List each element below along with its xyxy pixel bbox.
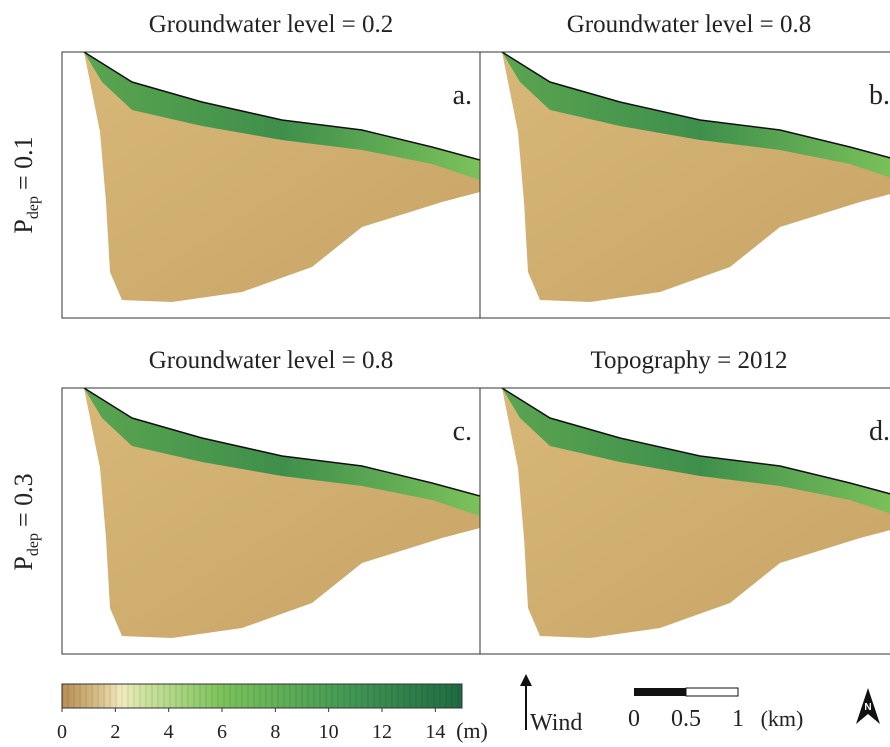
colorbar-tick-label: 14 — [425, 721, 445, 743]
colorbar-tick-label: 2 — [110, 721, 120, 743]
colorbar-tick-label: 6 — [217, 721, 227, 743]
scale-bar-white — [686, 688, 738, 696]
map-panel: d. — [480, 388, 890, 654]
row-value: = 0.3 — [9, 473, 38, 527]
colorbar-tick-label: 0 — [57, 721, 67, 743]
colorbar-unit: (m) — [456, 718, 488, 743]
panel-title: Groundwater level = 0.2 — [149, 11, 394, 38]
figure: a. Groundwater level = 0.2 b. Groundwater l… — [0, 0, 890, 747]
north-label: N — [864, 702, 871, 713]
panel-letter: b. — [869, 80, 890, 111]
map-panel: a. — [62, 52, 480, 318]
scale-bar-unit: (km) — [761, 706, 804, 731]
row-symbol: P — [9, 219, 38, 233]
wind-label: Wind — [530, 710, 582, 736]
panel-title: Groundwater level = 0.8 — [567, 11, 812, 38]
panel-letter: c. — [453, 416, 472, 447]
wind-arrow-head — [520, 674, 532, 686]
scale-bar-label: 0.5 — [671, 706, 701, 732]
row-symbol: P — [9, 556, 38, 570]
scale-bar-black — [634, 688, 686, 696]
row-value: = 0.1 — [9, 136, 38, 190]
map-panel: c. — [62, 388, 480, 654]
colorbar-tick-label: 10 — [319, 721, 339, 743]
colorbar-tick-label: 4 — [164, 721, 174, 743]
row-subscript: dep — [25, 533, 42, 556]
map-content — [502, 388, 890, 638]
map-content — [502, 52, 890, 302]
row-label: Pdep = 0.1 — [9, 136, 42, 233]
row-label: Pdep = 0.3 — [9, 473, 42, 570]
colorbar-tick-label: 12 — [372, 721, 392, 743]
map-panel: b. — [480, 52, 890, 318]
scale-bar-label: 1 — [732, 706, 744, 732]
panel-letter: a. — [453, 80, 472, 111]
panel-letter: d. — [869, 416, 890, 447]
colorbar-tick-label: 8 — [270, 721, 280, 743]
map-content — [84, 52, 480, 302]
scale-bar-label: 0 — [628, 706, 640, 732]
row-subscript: dep — [25, 196, 42, 219]
panel-title: Topography = 2012 — [590, 347, 787, 374]
map-content — [84, 388, 480, 638]
panel-title: Groundwater level = 0.8 — [149, 347, 394, 374]
